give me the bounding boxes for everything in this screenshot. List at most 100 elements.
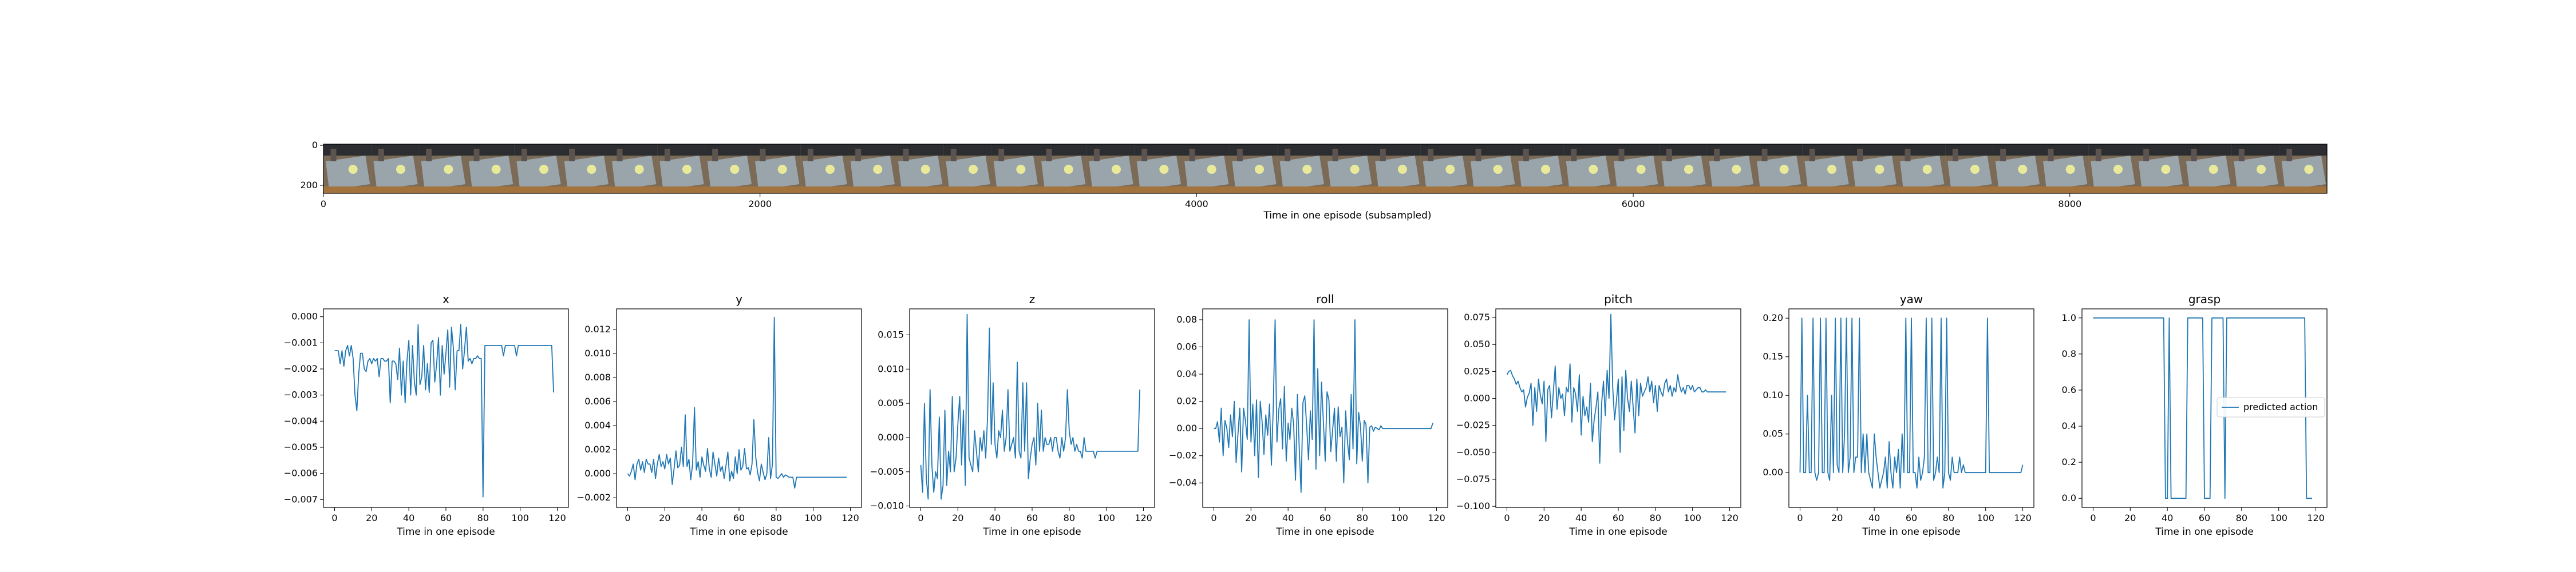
frame-tray [850,156,895,190]
frame-gripper [1475,149,1481,161]
xtick-label: 100 [1390,513,1408,523]
filmstrip-xtick-label: 4000 [1185,198,1208,209]
xtick-label: 100 [1977,513,1994,523]
frame-floor [371,186,419,193]
frame-object [682,165,692,174]
filmstrip-frame [1706,144,1755,193]
xtick-label: 0 [1211,513,1216,523]
ytick-label: −0.04 [1169,477,1197,488]
ytick-label: −0.006 [284,468,318,479]
frame-floor [2088,186,2136,193]
frame-tray [1232,156,1277,190]
frame-floor [467,186,515,193]
frame-floor [1373,186,1421,193]
ytick-label: −0.002 [284,363,318,374]
ytick-label: −0.003 [284,390,318,400]
frame-gripper [1093,149,1100,161]
frame-gripper [569,149,575,161]
xtick-label: 20 [1831,513,1843,523]
frame-tray [1661,156,1706,190]
filmstrip-frame [1563,144,1611,193]
filmstrip-frame [2088,144,2136,193]
xtick-label: 20 [2124,513,2136,523]
filmstrip-frame [2041,144,2089,193]
frame-floor [657,186,705,193]
filmstrip-frame [753,144,801,193]
frame-object [1398,165,1407,174]
xtick-label: 100 [1097,513,1115,523]
ytick-label: 0.006 [584,396,611,407]
frame-floor [1945,186,1993,193]
filmstrip-frame [1850,144,1898,193]
frame-floor [1182,186,1230,193]
ytick-label: −0.005 [870,466,904,477]
filmstrip-frame [1325,144,1373,193]
ytick-label: 0.10 [1763,390,1783,400]
frame-object [444,165,453,174]
frame-gripper [1952,149,1958,161]
frame-gripper [712,149,718,161]
frame-tray [2043,156,2088,190]
frame-tray [1852,156,1897,190]
ytick-label: 0.000 [584,468,611,479]
ytick-label: −0.002 [577,492,611,503]
frame-object [1779,165,1789,174]
ytick-label: 0.00 [1176,423,1197,434]
xtick-label: 80 [2236,513,2247,523]
ytick-label: 0.20 [1763,312,1783,323]
frame-object [396,165,405,174]
frame-tray [1184,156,1229,190]
frame-tray [1900,156,1945,190]
ytick-label: 0.008 [584,372,611,383]
frame-floor [610,186,658,193]
filmstrip-frame [1802,144,1850,193]
frame-gripper [1332,149,1338,161]
filmstrip-frame [514,144,562,193]
frame-gripper [1905,149,1911,161]
filmstrip-xtick-label: 8000 [2058,198,2081,209]
chart-title: yaw [1900,292,1923,306]
ytick-label: 1.0 [2062,312,2076,323]
frame-floor [800,186,848,193]
ytick-label: 0.05 [1763,428,1783,439]
chart-grasp: grasp 0 20 40 60 80 100 120 0.0 0.2 0.4 0.6 0.8 1.0 Ti… [2062,292,2328,538]
frame-tray [1518,156,1563,190]
frame-floor [2231,186,2279,193]
frame-gripper [1236,149,1243,161]
frame-gripper [426,149,432,161]
frame-object [1732,165,1741,174]
frame-object [1255,165,1264,174]
ytick-label: 0.000 [291,311,318,322]
filmstrip-frame [323,144,372,193]
ytick-label: −0.075 [1456,474,1490,484]
xtick-label: 0 [331,513,337,523]
filmstrip-ytick-label: 0 [312,140,318,150]
frame-object [1302,165,1312,174]
ytick-label: 0.08 [1176,314,1197,325]
frame-tray [707,156,752,190]
frame-gripper [664,149,670,161]
frame-object [2113,165,2123,174]
chart-z: z 0 20 40 60 80 100 120 −0.010 −0.005 0.000 0.005 0.… [870,292,1155,538]
frame-gripper [807,149,813,161]
chart-title: x [442,292,449,306]
frame-object [491,165,501,174]
xtick-label: 120 [548,513,566,523]
filmstrip-frame [2136,144,2184,193]
frame-gripper [1618,149,1625,161]
ytick-label: −0.001 [284,337,318,348]
frame-gripper [855,149,862,161]
xtick-label: 40 [2162,513,2173,523]
frame-gripper [1380,149,1386,161]
frame-tray [898,156,943,190]
frame-object [587,165,596,174]
frame-floor [1325,186,1373,193]
frame-tray [1709,156,1753,190]
legend-label: predicted action [2243,402,2318,412]
series-line [2093,317,2313,499]
xlabel: Time in one episode [689,526,788,538]
xtick-label: 0 [1504,513,1510,523]
frame-object [730,165,740,174]
frame-object [1541,165,1550,174]
frame-gripper [2048,149,2054,161]
